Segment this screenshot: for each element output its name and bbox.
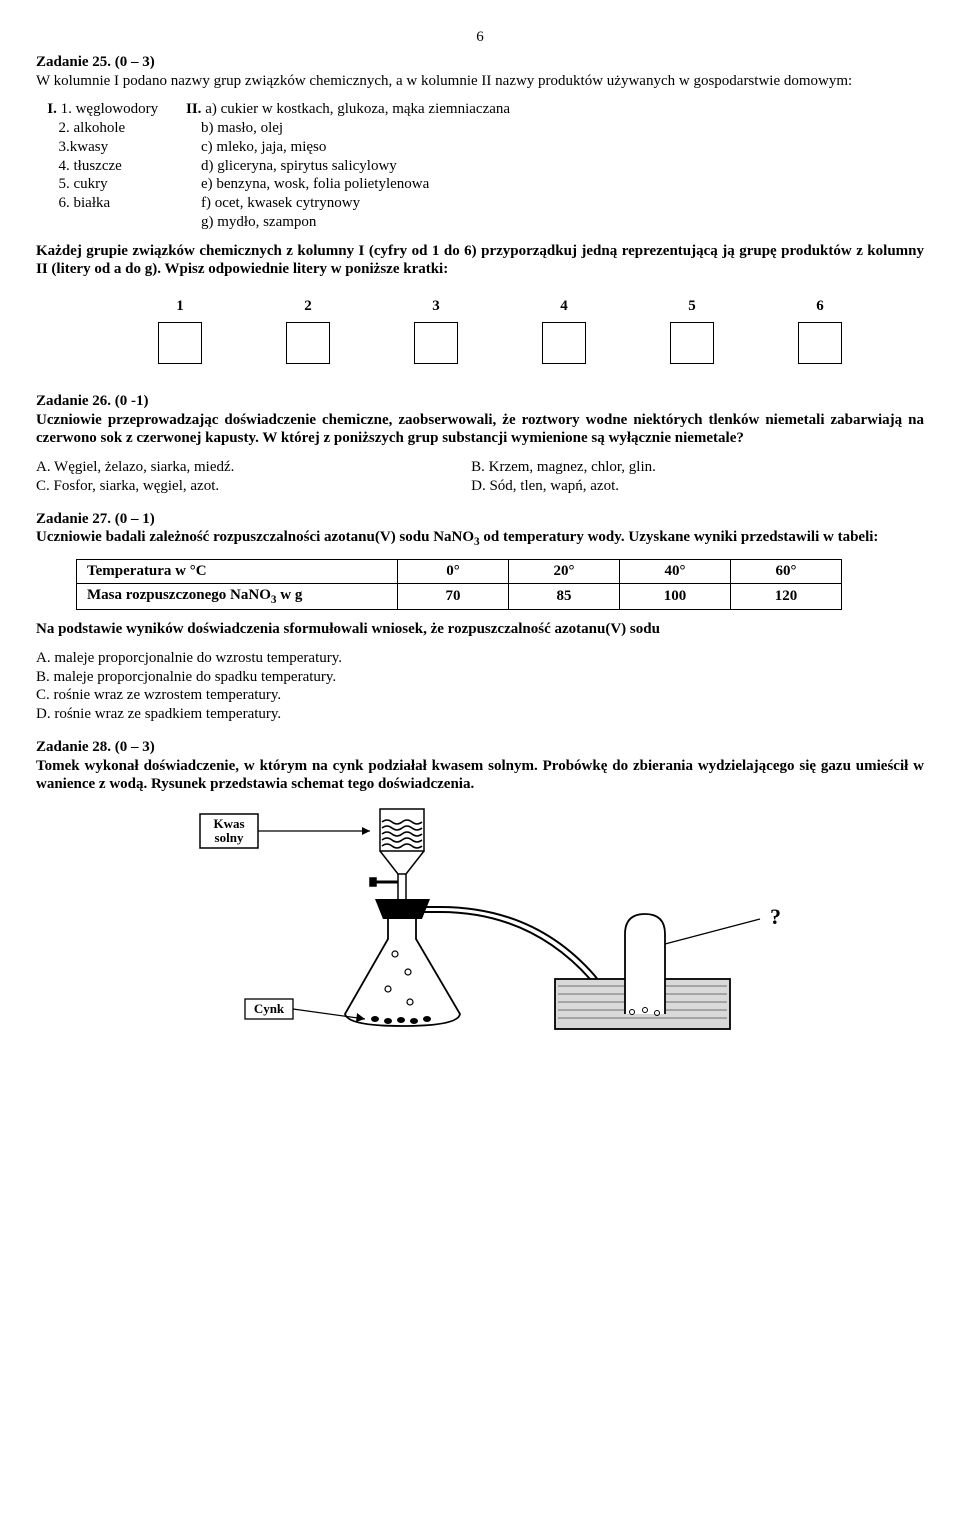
svg-text:solny: solny [215, 830, 244, 845]
col1-item: 6. białka [36, 194, 186, 213]
task27-intro-tail: od temperatury wody. Uzyskane wyniki prz… [480, 529, 879, 545]
col2-item: c) mleko, jaja, mięso [186, 138, 924, 157]
answer-box[interactable] [414, 322, 458, 364]
col2-item: f) ocet, kwasek cytrynowy [186, 194, 924, 213]
task26-row1: A. Węgiel, żelazo, siarka, miedź. B. Krz… [36, 458, 924, 477]
page-number: 6 [36, 28, 924, 47]
answer-box-col: 4 [542, 297, 586, 364]
task26-text: Uczniowie przeprowadzając doświadczenie … [36, 412, 924, 447]
box-number: 1 [176, 297, 184, 316]
box-number: 2 [304, 297, 312, 316]
experiment-figure: Kwas solny Cynk [36, 804, 924, 1034]
answer-box-col: 1 [158, 297, 202, 364]
task25-columns: I. 1. węglowodory 2. alkohole 3.kwasy 4.… [36, 100, 924, 231]
task26-block: Zadanie 26. (0 -1) Uczniowie przeprowadz… [36, 392, 924, 448]
box-number: 5 [688, 297, 696, 316]
answer-box-col: 6 [798, 297, 842, 364]
cell: 40° [620, 560, 731, 584]
answer-box[interactable] [798, 322, 842, 364]
cell: 100 [620, 584, 731, 610]
answer-box[interactable] [670, 322, 714, 364]
task27-heading: Zadanie 27. (0 – 1) [36, 511, 155, 527]
solubility-table: Temperatura w °C 0° 20° 40° 60° Masa roz… [76, 559, 842, 610]
box-number: 3 [432, 297, 440, 316]
task27-optD: D. rośnie wraz ze spadkiem temperatury. [36, 705, 924, 724]
col1-item: 2. alkohole [36, 119, 186, 138]
answer-box[interactable] [542, 322, 586, 364]
task27-intro: Uczniowie badali zależność rozpuszczalno… [36, 529, 474, 545]
task28-heading: Zadanie 28. (0 – 3) [36, 739, 155, 755]
task27-block: Zadanie 27. (0 – 1) Uczniowie badali zal… [36, 510, 924, 550]
col1-item: 3.kwasy [36, 138, 186, 157]
task25-intro: Zadanie 25. (0 – 3) W kolumnie I podano … [36, 53, 924, 91]
answer-box[interactable] [286, 322, 330, 364]
col1-header: I. 1. węglowodory [36, 100, 186, 119]
answer-boxes-row: 1 2 3 4 5 6 [36, 297, 924, 364]
row2-label: Masa rozpuszczonego NaNO3 w g [77, 584, 398, 610]
cell: 20° [509, 560, 620, 584]
col1-item: 5. cukry [36, 175, 186, 194]
task26-row2: C. Fosfor, siarka, węgiel, azot. D. Sód,… [36, 477, 924, 496]
cell: 70 [398, 584, 509, 610]
table-row: Masa rozpuszczonego NaNO3 w g 70 85 100 … [77, 584, 842, 610]
cell: 120 [731, 584, 842, 610]
cell: 60° [731, 560, 842, 584]
col1-item: 4. tłuszcze [36, 157, 186, 176]
col2-item: e) benzyna, wosk, folia polietylenowa [186, 175, 924, 194]
col2-header: II. a) cukier w kostkach, glukoza, mąka … [186, 100, 924, 119]
row1-label: Temperatura w °C [77, 560, 398, 584]
answer-box-col: 5 [670, 297, 714, 364]
experiment-svg: Kwas solny Cynk [170, 804, 790, 1034]
task26-heading: Zadanie 26. (0 -1) [36, 393, 149, 409]
answer-box-col: 2 [286, 297, 330, 364]
svg-text:Cynk: Cynk [254, 1001, 285, 1016]
task26-optA: A. Węgiel, żelazo, siarka, miedź. [36, 458, 471, 477]
table-row: Temperatura w °C 0° 20° 40° 60° [77, 560, 842, 584]
answer-box-col: 3 [414, 297, 458, 364]
task28-block: Zadanie 28. (0 – 3) Tomek wykonał doświa… [36, 738, 924, 794]
task25-heading: Zadanie 25. (0 – 3) [36, 54, 155, 70]
task26-optD: D. Sód, tlen, wapń, azot. [471, 477, 924, 496]
col2-item: b) masło, olej [186, 119, 924, 138]
task27-optC: C. rośnie wraz ze wzrostem temperatury. [36, 686, 924, 705]
cell: 85 [509, 584, 620, 610]
task27-optB: B. maleje proporcjonalnie do spadku temp… [36, 668, 924, 687]
box-number: 6 [816, 297, 824, 316]
svg-text:Kwas: Kwas [213, 816, 244, 831]
task25-intro-text: W kolumnie I podano nazwy grup związków … [36, 73, 852, 89]
task27-conclusion: Na podstawie wyników doświadczenia sform… [36, 620, 924, 639]
svg-text:?: ? [770, 904, 781, 929]
box-number: 4 [560, 297, 568, 316]
col2-item: g) mydło, szampon [186, 213, 924, 232]
col2-item: d) gliceryna, spirytus salicylowy [186, 157, 924, 176]
task26-optB: B. Krzem, magnez, chlor, glin. [471, 458, 924, 477]
task26-optC: C. Fosfor, siarka, węgiel, azot. [36, 477, 471, 496]
answer-box[interactable] [158, 322, 202, 364]
task25-instruction: Każdej grupie związków chemicznych z kol… [36, 242, 924, 280]
task28-text: Tomek wykonał doświadczenie, w którym na… [36, 758, 924, 793]
task27-optA: A. maleje proporcjonalnie do wzrostu tem… [36, 649, 924, 668]
cell: 0° [398, 560, 509, 584]
